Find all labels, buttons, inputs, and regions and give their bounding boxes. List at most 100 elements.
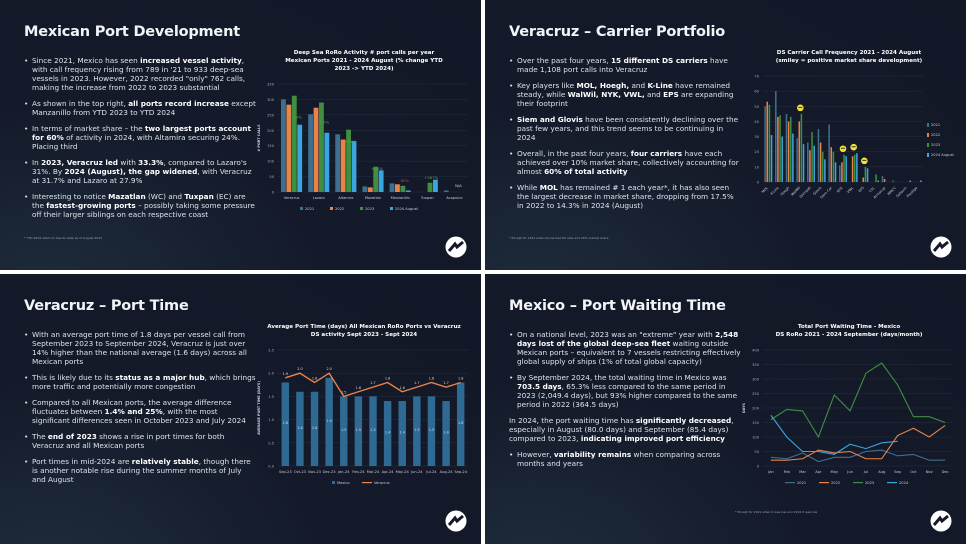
bar-2024-August: [920, 180, 922, 182]
bar-2024-August: [866, 168, 869, 182]
legend-swatch: [330, 207, 333, 210]
x-tick-label: Nov: [926, 470, 934, 474]
legend-label: 2021: [931, 123, 940, 127]
legend-label: 2021: [797, 481, 806, 485]
y-tick-label: 200: [752, 407, 760, 411]
x-tick-label: Lazaro: [313, 196, 325, 200]
y-tick-label: 250: [752, 392, 760, 396]
x-tick-label: Apr: [815, 470, 822, 474]
port-time-chart: Average Port Time (days) All Mexican RoR…: [257, 324, 468, 485]
y-tick-label: 350: [267, 83, 275, 87]
x-tick-label: May: [831, 470, 839, 474]
bar-2022: [313, 107, 319, 192]
x-tick-label: MMCC: [887, 185, 898, 196]
x-tick-label: Feb-24: [352, 470, 365, 474]
change-annotation: +30%: [344, 139, 356, 144]
y-axis-label: AVERAGE PORT TIME (DAYS): [257, 381, 261, 435]
bar-2023: [373, 166, 379, 192]
x-tick-label: Altamira: [338, 196, 353, 200]
bar-value-label: 1.5: [429, 428, 434, 432]
bar-Mexico: [427, 396, 436, 466]
bullet-list: With an average port time of 1.8 days pe…: [24, 330, 256, 491]
x-tick-label: Sep: [894, 470, 901, 474]
bullet-item: Since 2021, Mexico has seen increased ve…: [24, 56, 256, 92]
x-tick-label: May-24: [396, 470, 410, 474]
x-tick-label: Manzanillo: [391, 196, 410, 200]
legend-swatch: [785, 482, 795, 484]
legend-label: 2022: [831, 481, 840, 485]
bullet-list: Since 2021, Mexico has seen increased ve…: [24, 56, 256, 226]
y-tick-label: 0.0: [268, 465, 274, 469]
x-tick-label: Aug-24: [440, 470, 454, 474]
bar-value-label: 1.4: [385, 431, 390, 435]
x-tick-label: Jun-24: [410, 470, 423, 474]
x-tick-label: NYK: [836, 185, 844, 193]
change-annotation: N/A: [455, 183, 462, 188]
bar-Mexico: [325, 377, 333, 466]
bar-Mexico: [281, 382, 290, 466]
bar-2021: [764, 106, 766, 182]
bar-2024-August: [378, 170, 384, 192]
legend-swatch: [927, 143, 929, 147]
x-tick-label: MOL: [761, 186, 769, 194]
x-tick-label: Prestige: [906, 186, 918, 198]
carrier-frequency-chart: DS Carrier Call Frequency 2021 - 2024 Au…: [754, 50, 954, 200]
bar-Mexico: [383, 401, 392, 466]
bar-2024-August: [802, 144, 805, 182]
bar-value-label: 1.5: [414, 428, 419, 432]
x-tick-label: CSL: [868, 186, 875, 193]
smiley-eyes: [798, 106, 803, 108]
bullet-item: As shown in the top right, all ports rec…: [24, 99, 256, 117]
slide-title: Veracruz – Carrier Portfolio: [509, 24, 726, 40]
x-tick-label: Nov-23: [308, 470, 321, 474]
line-2024: [770, 414, 898, 455]
x-tick-label: Jan: [767, 470, 774, 474]
bar-Mexico: [456, 382, 465, 466]
legend-label: Mexico: [337, 481, 350, 485]
x-tick-label: Dec-23: [323, 470, 336, 474]
legend-label: 2022: [931, 133, 940, 137]
bar-2021: [881, 175, 884, 182]
bar-2021: [892, 180, 894, 182]
y-tick-label: 150: [267, 144, 275, 148]
y-tick-label: 150: [752, 421, 760, 425]
x-tick-label: Oct-23: [294, 470, 306, 474]
legend-swatch: [300, 207, 303, 210]
smiley-eyes: [841, 147, 845, 149]
bar-2022: [286, 104, 292, 192]
smiley-eyes: [851, 146, 856, 148]
bar-2022: [851, 156, 854, 182]
bar-value-label: 1.5: [370, 428, 375, 432]
legend-label: 2023: [931, 143, 940, 147]
bar-2022: [777, 116, 779, 182]
legend-swatch: [332, 481, 335, 484]
bar-2022: [841, 162, 843, 182]
bar-2022: [787, 121, 790, 182]
bullet-item: With an average port time of 1.8 days pe…: [24, 330, 256, 366]
bar-2022: [883, 178, 886, 182]
y-tick-label: 50: [269, 175, 274, 179]
legend-label: 2024: [899, 481, 909, 485]
y-tick-label: 20: [754, 150, 759, 154]
x-tick-label: Grimaldi: [799, 186, 812, 199]
line-value-label: 2.0: [297, 367, 302, 371]
company-logo-icon: [930, 510, 952, 532]
bar-2024-August: [909, 180, 911, 182]
y-tick-label: 50: [754, 450, 759, 454]
y-tick-label: 250: [267, 113, 275, 117]
bar-Mexico: [413, 396, 421, 466]
x-tick-label: Jul-24: [425, 470, 437, 474]
bar-value-label: 1.5: [356, 428, 361, 432]
legend-swatch: [927, 153, 929, 157]
x-tick-label: Aug: [878, 470, 885, 474]
bar-2023: [768, 104, 771, 182]
bar-value-label: 1.8: [458, 421, 463, 425]
bar-2021: [362, 186, 368, 192]
line-value-label: 1.7: [443, 381, 448, 385]
line-2023: [770, 362, 946, 439]
bullet-item: In terms of market share – the two large…: [24, 124, 256, 151]
bullet-item: Interesting to notice Mazatlan (WC) and …: [24, 192, 256, 219]
chart-title: Average Port Time (days) All Mexican RoR…: [267, 324, 461, 330]
footnote: * Except for 2021 when K-Line had 60 cal…: [509, 236, 609, 240]
y-tick-label: 1.0: [268, 418, 274, 422]
